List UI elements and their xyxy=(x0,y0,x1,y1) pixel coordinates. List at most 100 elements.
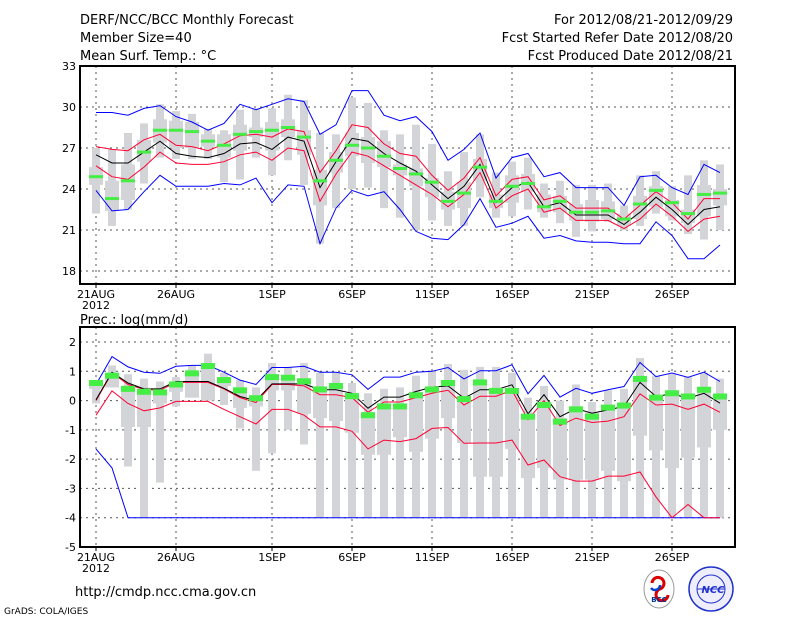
ensemble-box xyxy=(505,390,519,449)
ensemble-box xyxy=(393,404,407,438)
observed-marker xyxy=(201,363,215,370)
ensemble-range-bar xyxy=(252,387,260,471)
observed-marker xyxy=(105,197,119,201)
footer-url: http://cmdp.ncc.cma.gov.cn xyxy=(75,585,256,600)
observed-marker xyxy=(457,191,471,195)
x-tick-label: 1SEP xyxy=(258,551,286,564)
observed-marker xyxy=(409,392,423,399)
x-tick-label: 1SEP xyxy=(258,288,286,301)
observed-marker xyxy=(665,201,679,205)
ensemble-box xyxy=(665,394,679,468)
observed-marker xyxy=(313,179,327,183)
observed-marker xyxy=(297,378,311,385)
observed-marker xyxy=(345,393,359,400)
ensemble-box xyxy=(713,396,727,430)
ensemble-box xyxy=(185,371,199,398)
ensemble-range-bar xyxy=(268,363,276,454)
observed-marker xyxy=(553,418,567,425)
observed-marker xyxy=(185,130,199,134)
ensemble-range-bar xyxy=(316,372,324,518)
observed-marker xyxy=(217,377,231,384)
ensemble-range-bar xyxy=(332,372,340,518)
x-tick-year: 2012 xyxy=(82,562,110,575)
ensemble-box xyxy=(601,409,615,471)
max-line xyxy=(95,355,721,398)
observed-marker xyxy=(649,188,663,192)
observed-marker xyxy=(121,385,135,392)
observed-marker xyxy=(233,132,247,136)
plot-frame xyxy=(79,65,736,285)
ensemble-box xyxy=(121,387,135,427)
ensemble-box xyxy=(617,406,631,482)
x-tick-label: 21SEP xyxy=(575,288,610,301)
observed-marker xyxy=(601,404,615,411)
x-tick-label: 16SEP xyxy=(495,288,530,301)
observed-marker xyxy=(489,387,503,394)
ensemble-box xyxy=(473,381,487,477)
ensemble-box xyxy=(233,388,247,408)
ensemble-range-bar xyxy=(684,175,692,235)
ensemble-range-bar xyxy=(716,378,724,518)
ensemble-box xyxy=(457,397,471,444)
observed-marker xyxy=(409,172,423,176)
ensemble-box xyxy=(649,396,663,451)
x-tick-label: 11SEP xyxy=(415,288,450,301)
ensemble-box xyxy=(489,390,503,477)
ensemble-box xyxy=(569,406,583,480)
ensemble-range-bar xyxy=(396,134,404,218)
observed-marker xyxy=(601,209,615,213)
ensemble-range-bar xyxy=(364,393,372,518)
y-tick-label: 21 xyxy=(62,224,76,237)
x-tick-label: 26SEP xyxy=(655,551,690,564)
observed-marker xyxy=(185,370,199,377)
x-tick-label: 21AUG xyxy=(77,551,115,564)
y-tick-label: 24 xyxy=(62,183,76,196)
ensemble-box xyxy=(249,396,263,407)
ensemble-box xyxy=(585,412,599,480)
observed-marker xyxy=(233,387,247,394)
observed-marker xyxy=(665,390,679,397)
observed-marker xyxy=(345,143,359,147)
observed-marker xyxy=(329,158,343,162)
observed-marker xyxy=(489,199,503,203)
ensemble-box xyxy=(537,404,551,468)
ensemble-range-bar xyxy=(444,363,452,518)
y-tick-label: 27 xyxy=(62,142,76,155)
ensemble-box xyxy=(425,387,439,439)
ensemble-mean-line xyxy=(95,371,721,418)
ensemble-mean-line xyxy=(95,136,721,226)
y-tick-label: 18 xyxy=(62,265,76,278)
observed-marker xyxy=(441,199,455,203)
ensemble-box xyxy=(185,122,199,148)
ensemble-box xyxy=(169,120,183,148)
fcst-produced-date: Fcst Produced Date 2012/08/21 xyxy=(528,49,733,64)
y-tick-label: -1 xyxy=(65,424,76,437)
observed-marker xyxy=(681,393,695,400)
ensemble-range-bar xyxy=(156,381,164,483)
ensemble-range-bar xyxy=(428,371,436,518)
x-tick-label: 6SEP xyxy=(338,288,366,301)
observed-marker xyxy=(441,380,455,386)
observed-marker xyxy=(505,387,519,394)
observed-marker xyxy=(137,150,151,154)
ensemble-range-bar xyxy=(140,378,148,518)
observed-marker xyxy=(153,389,167,396)
plot-frame xyxy=(79,326,736,548)
max-line xyxy=(96,90,721,207)
y-tick-label: 2 xyxy=(69,336,76,349)
ensemble-box xyxy=(361,412,375,455)
ensemble-box xyxy=(697,184,711,217)
x-tick-label: 16SEP xyxy=(495,551,530,564)
observed-marker xyxy=(713,393,727,400)
upper-spread-line xyxy=(95,372,721,427)
observed-marker xyxy=(377,403,391,410)
observed-marker xyxy=(361,146,375,150)
observed-marker xyxy=(457,396,471,403)
x-tick-label: 11SEP xyxy=(415,551,450,564)
observed-marker xyxy=(393,167,407,170)
observed-marker xyxy=(201,139,215,143)
y-tick-label: 33 xyxy=(62,60,76,73)
grads-credit: GrADS: COLA/IGES xyxy=(4,607,88,617)
